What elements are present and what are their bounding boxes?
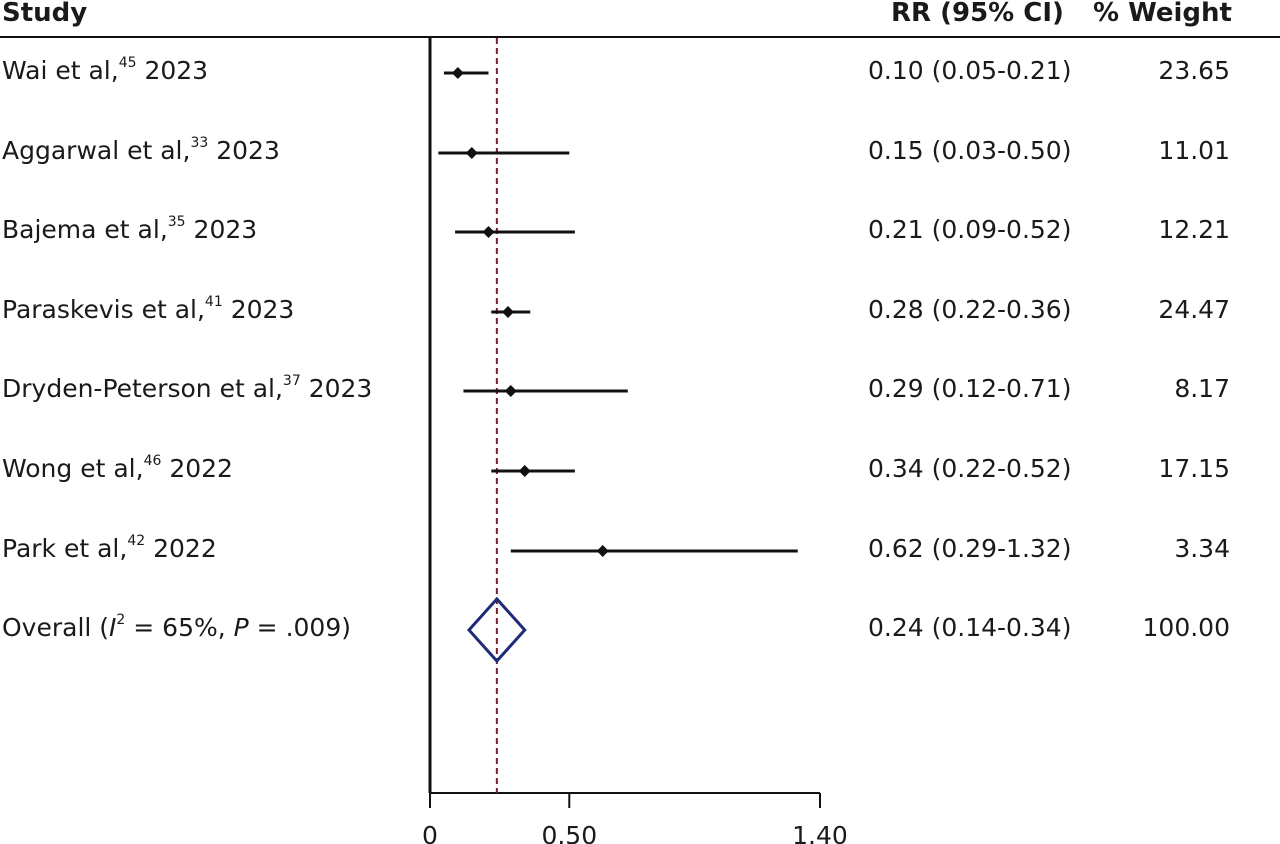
- study-label-4: Paraskevis et al,41 2023: [2, 293, 295, 324]
- point-estimate-4: [502, 306, 514, 318]
- header-weight: % Weight: [1093, 0, 1232, 28]
- point-estimate-3: [482, 226, 495, 238]
- header-rr: RR (95% CI): [891, 0, 1064, 28]
- rr-ci-text-4: 0.28 (0.22-0.36): [868, 295, 1072, 324]
- study-label-5: Dryden-Peterson et al,37 2023: [2, 372, 373, 403]
- study-label-2: Aggarwal et al,33 2023: [2, 134, 280, 165]
- rr-ci-text-1: 0.10 (0.05-0.21): [868, 56, 1072, 85]
- study-label-1: Wai et al,45 2023: [2, 54, 209, 85]
- weight-text-2: 11.01: [1158, 136, 1230, 165]
- study-label-7: Park et al,42 2022: [2, 532, 217, 563]
- rr-ci-text-3: 0.21 (0.09-0.52): [868, 215, 1072, 244]
- x-tick-label-1: 0.50: [541, 821, 597, 844]
- weight-text-3: 12.21: [1158, 215, 1230, 244]
- weight-text-1: 23.65: [1158, 56, 1230, 85]
- rr-ci-text-6: 0.34 (0.22-0.52): [868, 454, 1072, 483]
- point-estimate-5: [504, 385, 517, 397]
- rr-ci-text-5: 0.29 (0.12-0.71): [868, 374, 1072, 403]
- study-label-3: Bajema et al,35 2023: [2, 213, 258, 244]
- overall-label: Overall (I2 = 65%, P = .009): [2, 611, 351, 642]
- point-estimate-7: [596, 545, 609, 557]
- weight-text-6: 17.15: [1158, 454, 1230, 483]
- point-estimate-1: [451, 67, 464, 79]
- point-estimate-2: [465, 147, 478, 159]
- overall-weight-text: 100.00: [1142, 613, 1230, 642]
- weight-text-5: 8.17: [1174, 374, 1230, 403]
- x-tick-label-2: 1.40: [792, 821, 848, 844]
- overall-rr-ci-text: 0.24 (0.14-0.34): [868, 613, 1072, 642]
- rr-ci-text-2: 0.15 (0.03-0.50): [868, 136, 1072, 165]
- x-tick-label-0: 0: [422, 821, 438, 844]
- header-study: Study: [2, 0, 88, 28]
- point-estimate-6: [518, 465, 531, 477]
- weight-text-4: 24.47: [1158, 295, 1230, 324]
- study-label-6: Wong et al,46 2022: [2, 452, 233, 483]
- weight-text-7: 3.34: [1174, 534, 1230, 563]
- rr-ci-text-7: 0.62 (0.29-1.32): [868, 534, 1072, 563]
- overall-diamond: [466, 596, 527, 664]
